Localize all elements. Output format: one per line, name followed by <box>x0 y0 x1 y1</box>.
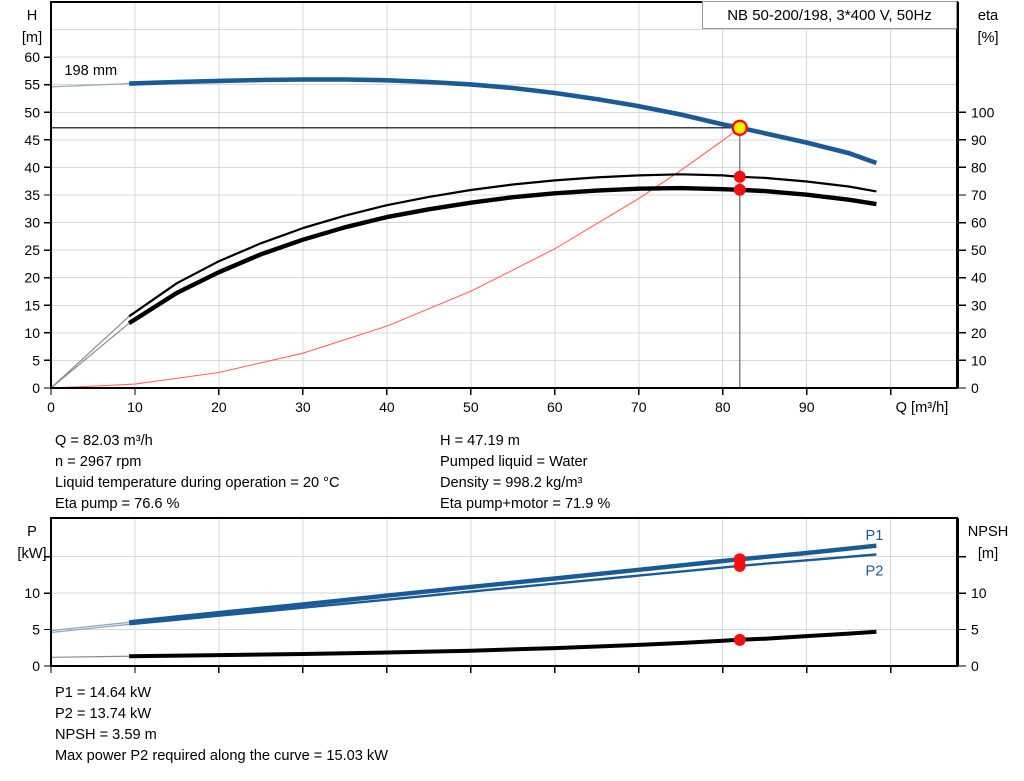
left-tick-label: 55 <box>24 77 40 93</box>
eta-pump-extension <box>50 315 130 389</box>
eta-pump-motor-curve <box>127 185 877 326</box>
left-axis-title: H <box>27 8 38 24</box>
power-info: P1 = 14.64 kW P2 = 13.74 kW NPSH = 3.59 … <box>55 683 388 767</box>
right-tick-label: 30 <box>971 297 987 313</box>
x-tick-label: 40 <box>379 399 395 415</box>
info-line-p2: P2 = 13.74 kW <box>55 706 152 722</box>
left-tick-label: 10 <box>24 325 40 341</box>
left-tick-label: 40 <box>24 159 40 175</box>
p2-duty-dot <box>733 559 746 572</box>
x-tick-label: 60 <box>547 399 563 415</box>
right-tick-label: 40 <box>971 270 987 286</box>
left-axis-title: [m] <box>22 30 42 46</box>
right-axis-title: eta <box>978 8 999 24</box>
curve-label: P2 <box>865 564 883 580</box>
info-line-density: Density = 998.2 kg/m³ <box>440 475 583 491</box>
npsh-duty-dot <box>733 633 746 646</box>
duty-point[interactable] <box>731 119 748 136</box>
right-tick-label: 60 <box>971 215 987 231</box>
left-tick-label: 0 <box>32 658 40 674</box>
x-tick-label: 20 <box>211 399 227 415</box>
eta-pump-motor-extension <box>50 322 130 389</box>
right-axis-title: NPSH <box>968 524 1009 540</box>
eta-pump-motor-duty-dot <box>733 183 746 196</box>
left-axis-title: [kW] <box>17 546 46 562</box>
x-tick-label: 10 <box>127 399 143 415</box>
right-tick-label: 70 <box>971 187 987 203</box>
right-tick-label: 100 <box>971 104 995 120</box>
info-line-p1: P1 = 14.64 kW <box>55 685 152 701</box>
left-tick-label: 30 <box>24 215 40 231</box>
npsh-extension <box>50 655 130 658</box>
p1-extension <box>50 621 130 632</box>
left-tick-label: 50 <box>24 104 40 120</box>
npsh-curve <box>129 629 877 659</box>
left-tick-label: 45 <box>24 132 40 148</box>
p1-curve <box>128 543 877 625</box>
left-tick-label: 60 <box>24 49 40 65</box>
x-tick-label: 80 <box>715 399 731 415</box>
system-curve <box>50 127 741 389</box>
pump-title-box: NB 50-200/198, 3*400 V, 50Hz <box>702 1 957 29</box>
info-line-eta-pump-motor: Eta pump+motor = 71.9 % <box>440 496 611 512</box>
duty-info-left: Q = 82.03 m³/h n = 2967 rpm Liquid tempe… <box>55 431 340 515</box>
right-tick-label: 50 <box>971 242 987 258</box>
info-line-npsh: NPSH = 3.59 m <box>55 727 157 743</box>
info-line-speed: n = 2967 rpm <box>55 454 142 470</box>
x-tick-label: 30 <box>295 399 311 415</box>
left-tick-label: 10 <box>24 585 40 601</box>
x-tick-label: 90 <box>799 399 815 415</box>
info-line-temperature: Liquid temperature during operation = 20… <box>55 475 340 491</box>
info-line-max-power: Max power P2 required along the curve = … <box>55 748 388 764</box>
right-tick-label: 5 <box>971 622 979 638</box>
x-axis-title: Q [m³/h] <box>896 400 949 416</box>
left-tick-label: 5 <box>32 352 40 368</box>
right-axis-title: [m] <box>978 546 998 562</box>
info-line-liquid: Pumped liquid = Water <box>440 454 588 470</box>
right-axis-title: [%] <box>977 30 998 46</box>
eta-pump-duty-dot <box>733 170 746 183</box>
x-tick-label: 0 <box>47 399 55 415</box>
left-tick-label: 35 <box>24 187 40 203</box>
right-tick-label: 80 <box>971 159 987 175</box>
eta-pump-curve <box>128 173 877 318</box>
left-tick-label: 5 <box>32 622 40 638</box>
left-tick-label: 0 <box>32 380 40 396</box>
info-line-h: H = 47.19 m <box>440 433 520 449</box>
p2-extension <box>50 623 130 634</box>
right-tick-label: 90 <box>971 132 987 148</box>
x-tick-label: 70 <box>631 399 647 415</box>
curve-label: 198 mm <box>64 63 117 79</box>
right-tick-label: 0 <box>971 658 979 674</box>
head-curve-198mm <box>129 77 878 166</box>
right-tick-label: 0 <box>971 380 979 396</box>
right-tick-label: 20 <box>971 325 987 341</box>
left-tick-label: 25 <box>24 242 40 258</box>
plot-frame <box>50 517 958 667</box>
right-tick-label: 10 <box>971 585 987 601</box>
duty-info-right: H = 47.19 m Pumped liquid = Water Densit… <box>440 431 610 515</box>
left-tick-label: 20 <box>24 270 40 286</box>
right-tick-label: 10 <box>971 352 987 368</box>
left-axis-title: P <box>27 524 37 540</box>
curve-label: P1 <box>865 528 883 544</box>
info-line-eta-pump: Eta pump = 76.6 % <box>55 496 180 512</box>
head-curve-extension <box>50 82 130 88</box>
pump-title: NB 50-200/198, 3*400 V, 50Hz <box>727 6 932 24</box>
info-line-q: Q = 82.03 m³/h <box>55 433 153 449</box>
x-tick-label: 50 <box>463 399 479 415</box>
p2-curve <box>128 553 877 626</box>
left-tick-label: 15 <box>24 297 40 313</box>
